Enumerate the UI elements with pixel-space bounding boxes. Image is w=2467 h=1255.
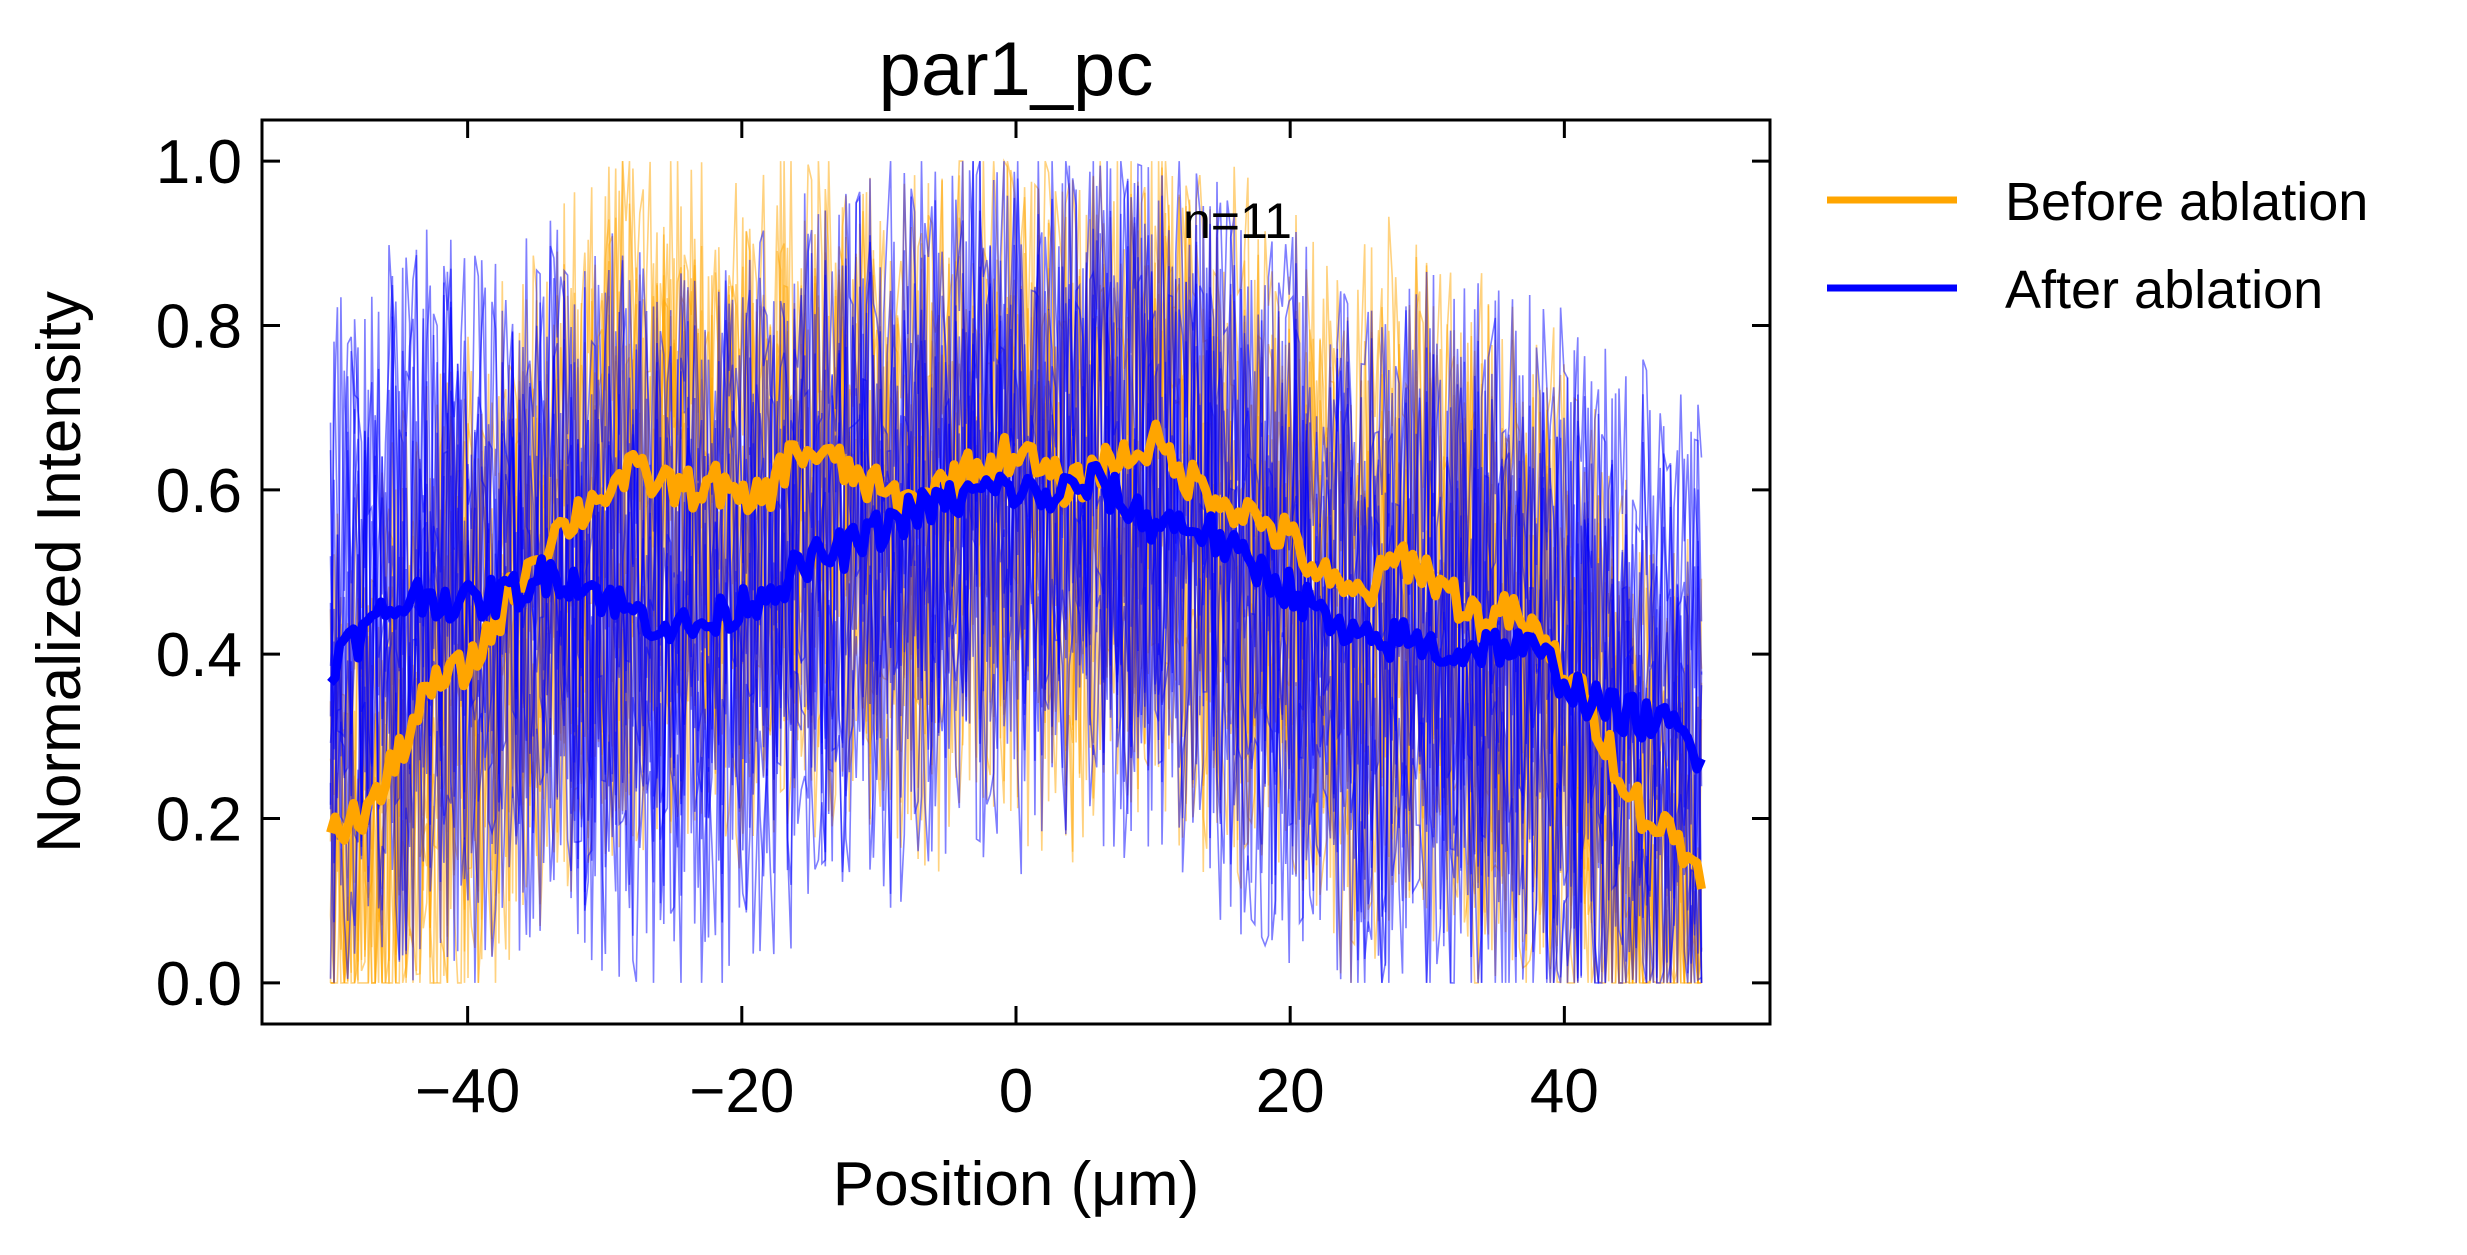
y-tick-label: 0.0 (156, 950, 242, 1019)
y-tick-label: 0.4 (156, 621, 242, 690)
y-tick-label: 0.2 (156, 786, 242, 855)
legend-label-before: Before ablation (2005, 172, 2368, 232)
y-axis-label: Normalized Intensity (25, 291, 94, 853)
x-tick-label: −20 (689, 1057, 794, 1126)
x-tick-label: 0 (999, 1057, 1033, 1126)
x-tick-label: −40 (415, 1057, 520, 1126)
legend: Before ablation After ablation (1827, 172, 2368, 320)
sample-count-annotation: n=11 (1183, 193, 1292, 249)
chart-title: par1_pc (879, 27, 1154, 112)
y-tick-label: 1.0 (156, 128, 242, 197)
y-tick-label: 0.8 (156, 292, 242, 361)
x-tick-label: 40 (1530, 1057, 1599, 1126)
x-axis-label: Position (μm) (833, 1150, 1199, 1219)
y-tick-label: 0.6 (156, 457, 242, 526)
x-tick-label: 20 (1256, 1057, 1325, 1126)
legend-label-after: After ablation (2005, 260, 2323, 320)
